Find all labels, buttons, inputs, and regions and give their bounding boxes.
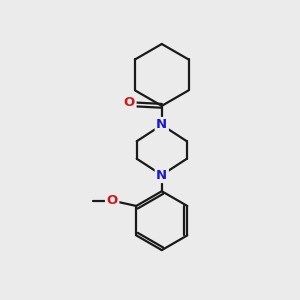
- Text: O: O: [124, 96, 135, 110]
- Text: N: N: [156, 118, 167, 131]
- Text: N: N: [156, 169, 167, 182]
- Text: O: O: [106, 194, 118, 207]
